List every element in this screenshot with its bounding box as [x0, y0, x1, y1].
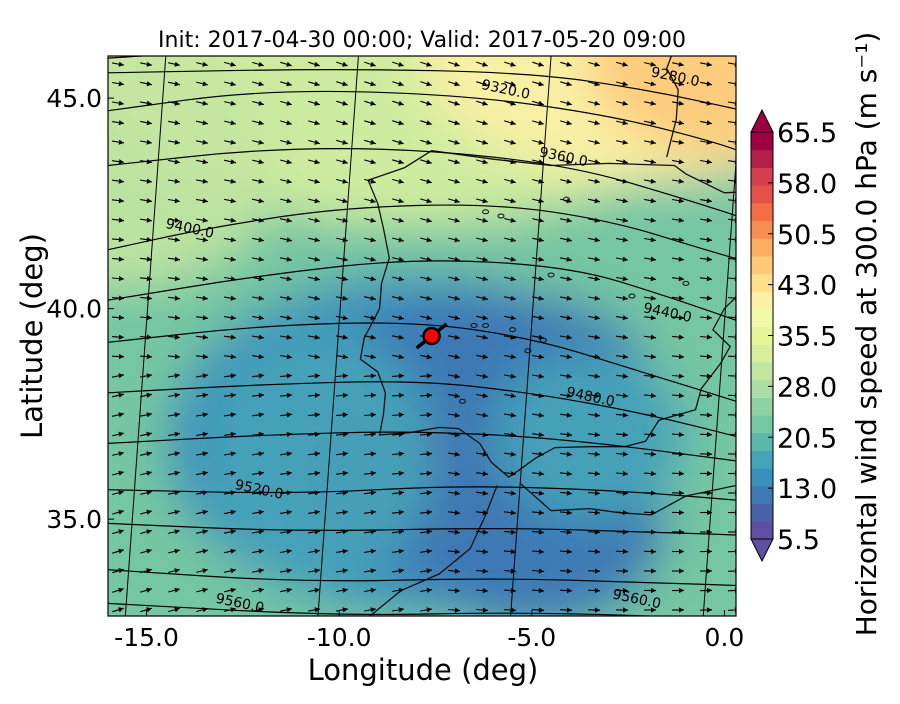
x-tick-label: -10.0: [307, 623, 372, 652]
colorbar: 5.5 13.0 20.5 28.0 35.5 43.0 50.5 58.0 65.5: [751, 110, 837, 561]
colorbar-label: Horizontal wind speed at 300.0 hPa (m s⁻…: [850, 32, 883, 637]
colorbar-tick-label: 13.0: [777, 474, 837, 505]
x-tick-label: -5.0: [507, 623, 556, 652]
y-tick-label: 45.0: [46, 84, 102, 113]
x-axis-label: Longitude (deg): [308, 653, 539, 687]
colorbar-segment: [751, 504, 773, 522]
colorbar-segment: [751, 185, 773, 203]
colorbar-extend-max: [751, 110, 773, 132]
colorbar-tick-label: 65.5: [777, 118, 837, 149]
y-axis-label: Latitude (deg): [15, 233, 49, 439]
chart-title: Init: 2017-04-30 00:00; Valid: 2017-05-2…: [158, 28, 686, 53]
colorbar-tick-label: 35.5: [777, 322, 837, 353]
field-center-5: [204, 330, 435, 583]
colorbar-segment: [751, 451, 773, 469]
colorbar-segment: [751, 203, 773, 221]
colorbar-tick-label: 50.5: [777, 220, 837, 251]
x-tick-label: -15.0: [114, 623, 179, 652]
colorbar-tick-label: 20.5: [777, 423, 837, 454]
y-axis: 35.0 40.0 45.0: [46, 84, 114, 534]
colorbar-segment: [751, 150, 773, 168]
colorbar-segment: [751, 309, 773, 327]
colorbar-segment: [751, 415, 773, 433]
colorbar-segment: [751, 274, 773, 292]
x-tick-label: 0.0: [705, 623, 745, 652]
colorbar-segment: [751, 362, 773, 380]
colorbar-extend-min: [751, 539, 773, 561]
colorbar-segment: [751, 521, 773, 539]
colorbar-segment: [751, 220, 773, 238]
colorbar-segment: [751, 256, 773, 274]
y-tick-label: 35.0: [46, 505, 102, 534]
colorbar-segment: [751, 397, 773, 415]
colorbar-segment: [751, 468, 773, 486]
colorbar-segment: [751, 486, 773, 504]
colorbar-segment: [751, 380, 773, 398]
colorbar-tick-label: 28.0: [777, 372, 837, 403]
colorbar-tick-label: 58.0: [777, 169, 837, 200]
map-panel: 9280.09320.09360.09400.09440.09480.09520…: [0, 0, 879, 656]
colorbar-tick-label: 5.5: [777, 525, 820, 556]
colorbar-segment: [751, 132, 773, 150]
colorbar-segment: [751, 238, 773, 256]
y-tick-label: 40.0: [46, 295, 102, 324]
marker-dot: [424, 328, 440, 344]
colorbar-segment: [751, 291, 773, 309]
colorbar-segment: [751, 344, 773, 362]
colorbar-tick-label: 43.0: [777, 271, 837, 302]
colorbar-segment: [751, 433, 773, 451]
